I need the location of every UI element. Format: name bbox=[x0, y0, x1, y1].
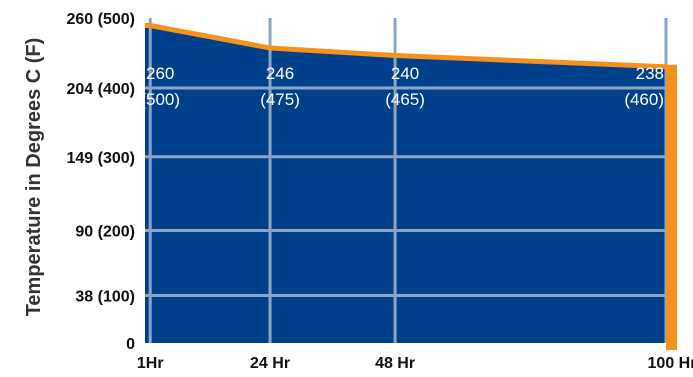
data-label-celsius: 240 bbox=[391, 64, 419, 83]
data-label-layer: 260 (500) 246 (475) 240 (465) 238 (460) bbox=[140, 64, 664, 109]
y-tick-label: 260 (500) bbox=[67, 11, 136, 28]
series-side-outline-0 bbox=[666, 64, 677, 350]
x-tick-label: 48 Hr bbox=[375, 355, 415, 372]
data-label-fahrenheit: (475) bbox=[260, 90, 300, 109]
y-axis-title: Temperature in Degrees C (F) bbox=[23, 38, 45, 317]
series-area-0 bbox=[145, 25, 666, 343]
data-label-celsius: 238 bbox=[636, 64, 664, 83]
x-tick-label: 24 Hr bbox=[250, 355, 290, 372]
data-label-fahrenheit: (465) bbox=[385, 90, 425, 109]
series-top-outline-0 bbox=[145, 23, 667, 70]
data-label-celsius: 246 bbox=[266, 64, 294, 83]
data-label-fahrenheit: (460) bbox=[624, 90, 664, 109]
area-layer bbox=[145, 25, 666, 343]
grid-layer bbox=[145, 18, 668, 343]
data-label-celsius: 260 bbox=[146, 64, 174, 83]
x-tick-layer: 1Hr 24 Hr 48 Hr 100 Hr bbox=[137, 355, 693, 372]
data-label-fahrenheit: (500) bbox=[140, 90, 180, 109]
y-tick-label: 0 bbox=[126, 336, 135, 353]
x-tick-label: 100 Hr bbox=[648, 355, 693, 372]
outline-layer bbox=[145, 23, 677, 350]
y-tick-label: 90 (200) bbox=[75, 224, 135, 241]
y-tick-label: 38 (100) bbox=[75, 289, 135, 306]
y-tick-label: 204 (400) bbox=[67, 81, 136, 98]
x-tick-label: 1Hr bbox=[137, 355, 164, 372]
y-tick-label: 149 (300) bbox=[67, 150, 136, 167]
y-tick-layer: 0 38 (100) 90 (200) 149 (300) 204 (400) 260 (… bbox=[67, 11, 136, 353]
